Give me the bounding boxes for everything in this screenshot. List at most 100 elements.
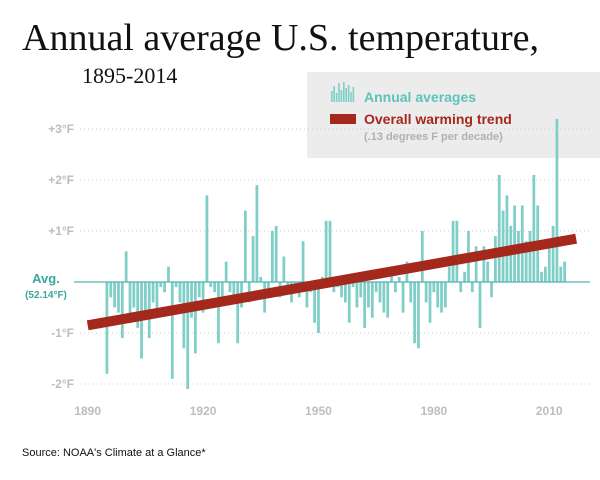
legend-mini-bar — [331, 91, 333, 102]
chart-subtitle: 1895-2014 — [82, 63, 177, 88]
bar-1992 — [478, 282, 482, 328]
y-tick-label: +2°F — [48, 173, 74, 187]
bar-2001 — [513, 205, 516, 282]
bar-1975 — [413, 282, 416, 344]
bar-1979 — [428, 282, 432, 323]
legend-bars-icon — [331, 82, 355, 102]
bar-1895 — [105, 282, 109, 374]
y-tick-label: -2°F — [51, 377, 74, 391]
bar-1962 — [363, 282, 366, 328]
bar-1927 — [228, 282, 232, 293]
bar-1982 — [440, 282, 443, 313]
source-note: Source: NOAA's Climate at a Glance* — [22, 447, 206, 459]
bar-1966 — [378, 282, 382, 303]
bar-1968 — [386, 282, 390, 318]
chart-title: Annual average U.S. temperature, — [22, 17, 539, 59]
bar-1963 — [367, 282, 370, 308]
legend-mini-bar — [343, 82, 345, 102]
bar-1897 — [113, 282, 116, 308]
bar-1899 — [120, 282, 124, 339]
legend-mini-bar — [340, 90, 343, 102]
bar-1958 — [347, 282, 351, 323]
bar-1987 — [459, 282, 463, 293]
bar-1922 — [209, 282, 213, 288]
bar-1994 — [486, 261, 490, 282]
bar-1929 — [236, 282, 240, 344]
bar-1926 — [224, 261, 228, 282]
x-axis-ticks: 1890 1920 1950 1980 2010 — [74, 404, 563, 418]
x-tick-label: 1890 — [74, 404, 101, 418]
bar-1896 — [109, 282, 113, 298]
y-axis-ticks: +3°F +2°F +1°F -1°F -2°F — [48, 122, 74, 391]
legend-mini-bar — [345, 88, 347, 102]
bar-1971 — [397, 276, 401, 282]
bar-1954 — [332, 282, 336, 293]
bar-2014 — [563, 261, 566, 282]
bar-1997 — [497, 174, 501, 282]
bar-1946 — [301, 241, 305, 282]
legend-swatch-warming-trend — [330, 114, 356, 124]
bar-1986 — [455, 220, 459, 282]
bar-1917 — [190, 282, 193, 318]
bar-1913 — [174, 282, 178, 288]
bar-1907 — [151, 282, 155, 303]
bar-1961 — [359, 282, 363, 298]
gridlines — [80, 128, 590, 385]
legend-mini-bar — [350, 92, 352, 102]
bar-1964 — [370, 282, 374, 318]
bar-2009 — [544, 266, 547, 282]
bar-2012 — [555, 118, 559, 282]
x-tick-label: 1980 — [420, 404, 447, 418]
bar-1978 — [424, 282, 428, 303]
bar-1902 — [132, 282, 136, 308]
y-tick-label: +1°F — [48, 224, 74, 238]
bar-1957 — [344, 282, 347, 303]
bar-1920 — [201, 282, 205, 313]
bar-1933 — [251, 236, 255, 282]
x-tick-label: 2010 — [536, 404, 563, 418]
bar-1990 — [470, 282, 474, 293]
bar-1938 — [270, 231, 274, 282]
baseline-value-label: (52.14°F) — [25, 290, 67, 301]
legend-label-warming-trend: Overall warming trend — [364, 111, 512, 127]
bar-1941 — [282, 256, 286, 282]
y-tick-label: -1°F — [51, 326, 74, 340]
bar-1984 — [447, 266, 451, 282]
legend-mini-bar — [338, 83, 340, 102]
bar-1912 — [170, 282, 174, 379]
bar-1901 — [128, 282, 132, 323]
bar-1972 — [401, 282, 405, 313]
bar-1923 — [213, 282, 216, 293]
bar-1915 — [182, 282, 186, 349]
bar-2013 — [559, 266, 563, 282]
bar-1905 — [144, 282, 147, 313]
y-tick-label: +3°F — [48, 122, 74, 136]
bar-1956 — [340, 282, 343, 298]
bar-1969 — [390, 271, 393, 282]
bar-1931 — [244, 210, 247, 282]
bar-1993 — [482, 246, 486, 282]
legend-mini-bar — [347, 85, 350, 102]
bar-1921 — [205, 195, 209, 282]
bar-1914 — [178, 282, 182, 303]
bar-1911 — [167, 266, 170, 282]
legend-mini-bar — [333, 86, 335, 102]
bar-1908 — [155, 282, 159, 313]
bar-1900 — [124, 251, 128, 282]
bar-1977 — [420, 231, 424, 282]
warming-trend-line — [86, 233, 578, 331]
bar-1947 — [305, 282, 309, 308]
bar-1950 — [317, 282, 320, 333]
bar-1976 — [417, 282, 420, 349]
baseline-label: Avg. — [32, 271, 60, 286]
bar-2004 — [524, 241, 528, 282]
bar-1909 — [159, 282, 163, 288]
bar-1918 — [194, 282, 197, 354]
bar-1960 — [355, 282, 359, 308]
bar-1928 — [232, 282, 236, 303]
bar-1925 — [220, 282, 224, 298]
bar-1952 — [324, 220, 328, 282]
bar-1983 — [444, 282, 447, 308]
bar-1910 — [163, 282, 166, 293]
bar-1959 — [351, 282, 355, 288]
